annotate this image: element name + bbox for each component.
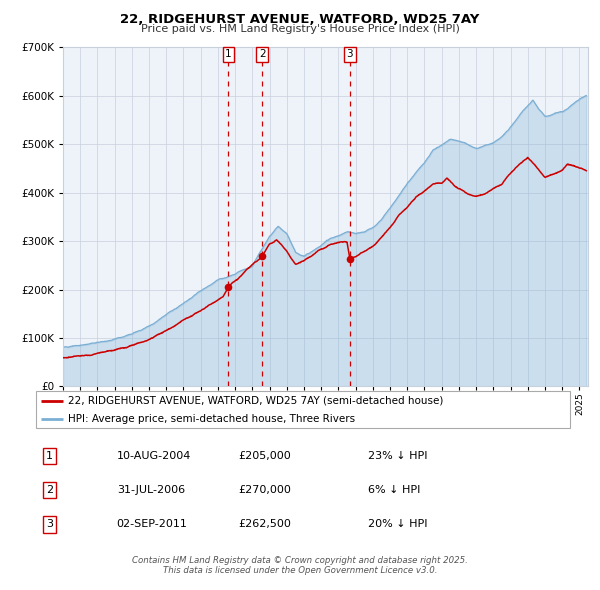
Text: 22, RIDGEHURST AVENUE, WATFORD, WD25 7AY (semi-detached house): 22, RIDGEHURST AVENUE, WATFORD, WD25 7AY… — [68, 396, 443, 406]
Text: £205,000: £205,000 — [238, 451, 291, 461]
Text: 6% ↓ HPI: 6% ↓ HPI — [368, 485, 420, 494]
Text: £270,000: £270,000 — [238, 485, 291, 494]
Text: 2: 2 — [259, 50, 266, 60]
Text: 1: 1 — [225, 50, 232, 60]
Text: 1: 1 — [46, 451, 53, 461]
Text: This data is licensed under the Open Government Licence v3.0.: This data is licensed under the Open Gov… — [163, 566, 437, 575]
Text: 02-SEP-2011: 02-SEP-2011 — [116, 519, 188, 529]
Text: 22, RIDGEHURST AVENUE, WATFORD, WD25 7AY: 22, RIDGEHURST AVENUE, WATFORD, WD25 7AY — [121, 13, 479, 26]
Text: 3: 3 — [347, 50, 353, 60]
FancyBboxPatch shape — [36, 391, 570, 428]
Text: £262,500: £262,500 — [238, 519, 291, 529]
Text: 2: 2 — [46, 485, 53, 494]
Text: 3: 3 — [46, 519, 53, 529]
Text: 31-JUL-2006: 31-JUL-2006 — [116, 485, 185, 494]
Text: Contains HM Land Registry data © Crown copyright and database right 2025.: Contains HM Land Registry data © Crown c… — [132, 556, 468, 565]
Text: Price paid vs. HM Land Registry's House Price Index (HPI): Price paid vs. HM Land Registry's House … — [140, 24, 460, 34]
Text: HPI: Average price, semi-detached house, Three Rivers: HPI: Average price, semi-detached house,… — [68, 415, 355, 424]
Text: 10-AUG-2004: 10-AUG-2004 — [116, 451, 191, 461]
Text: 23% ↓ HPI: 23% ↓ HPI — [368, 451, 427, 461]
Text: 20% ↓ HPI: 20% ↓ HPI — [368, 519, 427, 529]
